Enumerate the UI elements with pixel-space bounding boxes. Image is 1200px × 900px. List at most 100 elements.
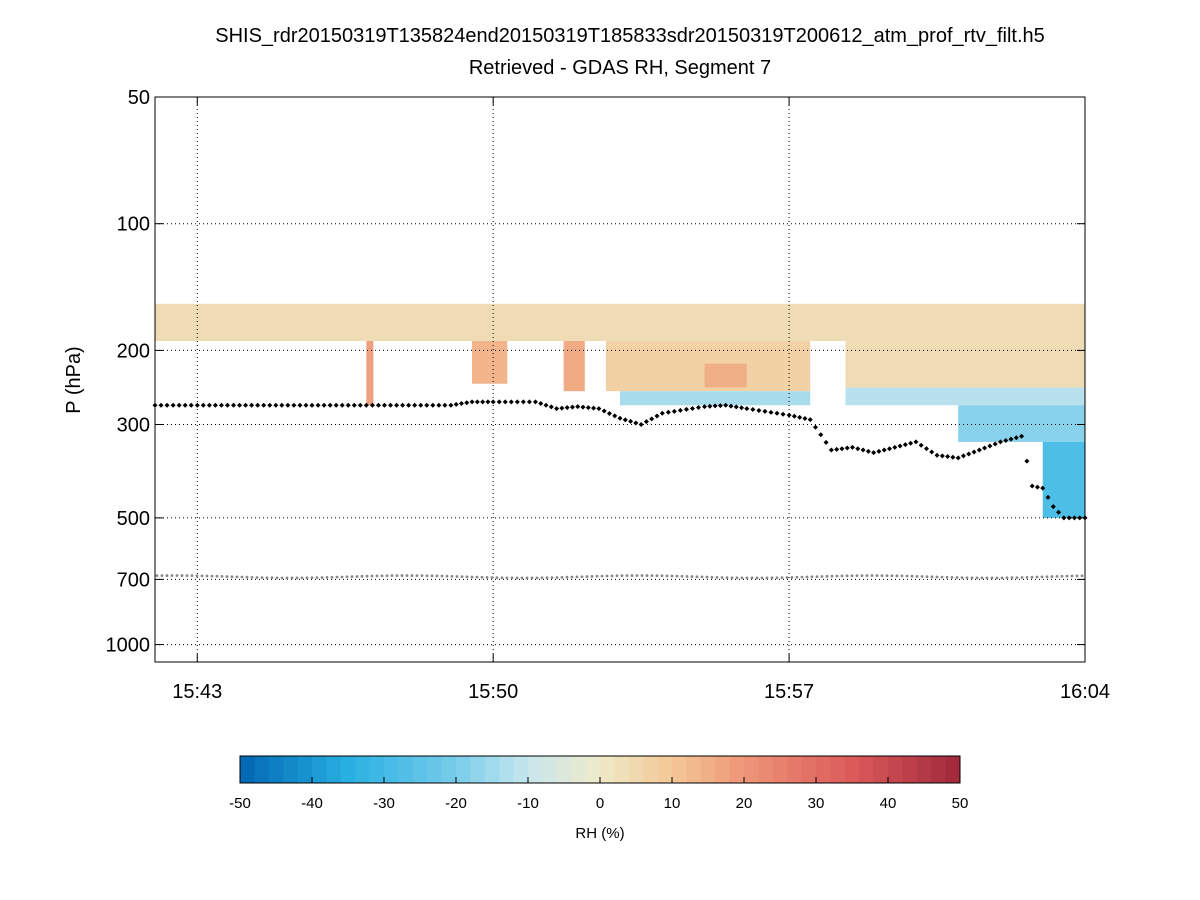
cloud-top-point-149 xyxy=(992,441,998,447)
cloud-top-point-77 xyxy=(601,408,607,414)
colorbar-step-4 xyxy=(297,756,313,783)
cloud-top-point-69 xyxy=(559,405,565,411)
cloud-top-point-129 xyxy=(886,446,892,452)
cloud-top-point-45 xyxy=(424,402,430,408)
colorbar-tick-label-5: 0 xyxy=(596,795,604,812)
cloud-top-point-118 xyxy=(828,447,834,453)
surface-point-56 xyxy=(435,574,439,578)
surface-point-79 xyxy=(550,576,554,580)
colorbar-tick-label-1: -40 xyxy=(301,795,323,812)
surface-point-131 xyxy=(810,575,814,579)
surface-point-91 xyxy=(610,574,614,578)
surface-point-63 xyxy=(470,575,474,579)
surface-point-124 xyxy=(775,576,779,580)
cloud-top-point-48 xyxy=(442,402,448,408)
colorbar-step-32 xyxy=(700,756,716,783)
cloud-top-point-61 xyxy=(514,399,520,405)
colorbar-step-47 xyxy=(916,756,932,783)
rh-region-2 xyxy=(472,341,508,384)
cloud-top-point-49 xyxy=(448,402,454,408)
cloud-top-point-159 xyxy=(1045,494,1051,500)
cloud-top-point-25 xyxy=(303,402,309,408)
y-tick-label-2: 200 xyxy=(117,340,150,362)
cloud-top-point-29 xyxy=(327,402,333,408)
cloud-top-point-32 xyxy=(345,402,351,408)
colorbar-step-18 xyxy=(499,756,515,783)
cloud-top-point-22 xyxy=(285,402,291,408)
cloud-top-point-80 xyxy=(617,415,623,421)
surface-point-166 xyxy=(985,576,989,580)
cloud-top-point-4 xyxy=(176,402,182,408)
colorbar-step-25 xyxy=(600,756,615,783)
cloud-top-point-17 xyxy=(255,402,261,408)
surface-point-90 xyxy=(605,574,609,578)
surface-point-15 xyxy=(230,575,234,579)
surface-point-95 xyxy=(630,574,634,577)
cloud-top-point-86 xyxy=(649,416,655,422)
colorbar: -50 -40 -30 -20 -10 0 10 20 30 40 50 RH (%) xyxy=(229,755,968,842)
cloud-top-point-87 xyxy=(654,413,660,419)
cloud-top-point-93 xyxy=(689,405,695,411)
rh-region-5 xyxy=(704,363,747,388)
colorbar-step-37 xyxy=(772,756,788,783)
cloud-top-point-15 xyxy=(243,402,249,408)
colorbar-tick-label-8: 30 xyxy=(808,795,825,812)
cloud-top-point-90 xyxy=(671,408,677,414)
surface-point-78 xyxy=(545,576,549,580)
colorbar-step-28 xyxy=(643,756,659,783)
surface-point-161 xyxy=(960,576,964,580)
surface-point-88 xyxy=(595,574,599,578)
surface-point-68 xyxy=(495,576,499,580)
surface-point-119 xyxy=(750,576,754,580)
rh-region-3 xyxy=(563,341,585,392)
cloud-top-point-104 xyxy=(750,407,756,413)
colorbar-tick-label-9: 40 xyxy=(880,795,897,812)
cloud-top-point-140 xyxy=(945,454,951,460)
surface-point-98 xyxy=(645,574,649,577)
surface-point-162 xyxy=(965,576,969,580)
cloud-top-series xyxy=(152,399,1088,521)
cloud-top-point-30 xyxy=(333,402,339,408)
colorbar-step-44 xyxy=(873,756,889,783)
cloud-top-point-124 xyxy=(860,447,866,453)
colorbar-step-8 xyxy=(355,756,371,783)
cloud-top-point-108 xyxy=(774,410,780,416)
cloud-top-point-65 xyxy=(538,401,544,407)
surface-point-36 xyxy=(335,575,339,579)
cloud-top-point-28 xyxy=(321,402,327,408)
colorbar-step-12 xyxy=(412,756,428,783)
surface-point-73 xyxy=(520,576,524,580)
cloud-top-point-142 xyxy=(955,455,961,461)
surface-point-29 xyxy=(300,576,304,580)
surface-point-184 xyxy=(1075,574,1079,578)
y-tick-label-5: 700 xyxy=(117,569,150,591)
surface-point-96 xyxy=(635,574,639,577)
surface-point-150 xyxy=(905,574,909,578)
surface-point-164 xyxy=(975,576,979,580)
surface-point-18 xyxy=(245,575,249,579)
rh-region-6 xyxy=(620,391,811,406)
surface-point-97 xyxy=(640,574,644,577)
surface-point-169 xyxy=(1000,576,1004,580)
surface-point-57 xyxy=(440,574,444,578)
cloud-top-point-78 xyxy=(606,410,612,416)
surface-point-35 xyxy=(330,575,334,579)
surface-point-168 xyxy=(995,576,999,580)
surface-point-87 xyxy=(590,575,594,578)
cloud-top-point-75 xyxy=(591,405,597,411)
y-tick-label-1: 100 xyxy=(117,214,150,236)
x-tick-label-2: 15:57 xyxy=(764,681,814,703)
cloud-top-point-8 xyxy=(200,402,206,408)
cloud-top-point-72 xyxy=(575,404,581,410)
cloud-top-point-102 xyxy=(739,405,745,411)
cloud-top-point-144 xyxy=(966,451,972,457)
surface-point-177 xyxy=(1040,575,1044,579)
colorbar-step-35 xyxy=(744,756,759,783)
cloud-top-point-3 xyxy=(170,402,176,408)
surface-point-39 xyxy=(350,575,354,579)
plot-area: 50 100 200 300 500 700 1000 15:43 15:50 15:57 16:… xyxy=(63,87,1110,703)
colorbar-tick-label-7: 20 xyxy=(736,795,753,812)
cloud-top-point-156 xyxy=(1029,483,1035,489)
cloud-top-point-21 xyxy=(279,402,285,408)
cloud-top-point-161 xyxy=(1056,509,1062,515)
